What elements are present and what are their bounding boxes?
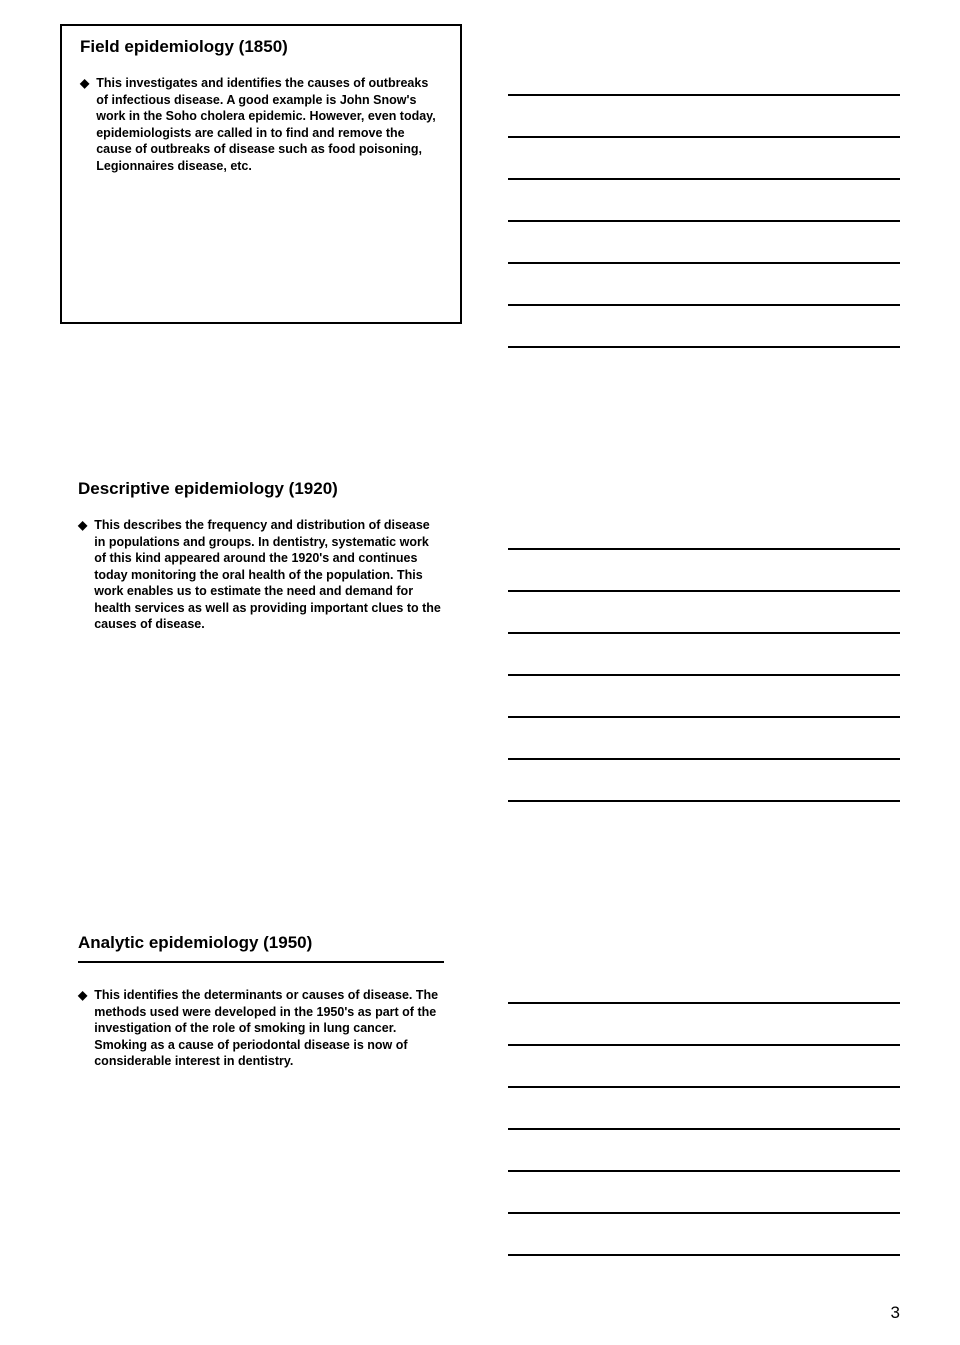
- slide-box: Descriptive epidemiology (1920) ◆ This d…: [60, 478, 462, 778]
- slide-title: Field epidemiology (1850): [80, 36, 442, 57]
- note-rule: [508, 1214, 900, 1256]
- notes-column: [508, 24, 900, 348]
- note-rule: [508, 962, 900, 1004]
- note-rule: [508, 264, 900, 306]
- note-rule: [508, 676, 900, 718]
- bullet-icon: ◆: [80, 76, 89, 92]
- note-rule: [508, 180, 900, 222]
- slide-body-text: This describes the frequency and distrib…: [94, 517, 444, 633]
- bullet-icon: ◆: [78, 988, 87, 1004]
- note-rule: [508, 550, 900, 592]
- note-rule: [508, 1046, 900, 1088]
- slide-body-text: This identifies the determinants or caus…: [94, 987, 444, 1070]
- note-rule: [508, 1004, 900, 1046]
- note-rule: [508, 1088, 900, 1130]
- notes-column: [508, 932, 900, 1256]
- slide-row: Analytic epidemiology (1950) ◆ This iden…: [60, 932, 900, 1256]
- slide-box: Field epidemiology (1850) ◆ This investi…: [60, 24, 462, 324]
- slide-box: Analytic epidemiology (1950) ◆ This iden…: [60, 932, 462, 1232]
- notes-column: [508, 478, 900, 802]
- note-rule: [508, 592, 900, 634]
- page-number: 3: [891, 1303, 900, 1323]
- slide-title: Analytic epidemiology (1950): [78, 932, 444, 963]
- note-rule: [508, 760, 900, 802]
- note-rule: [508, 138, 900, 180]
- slide-body: ◆ This identifies the determinants or ca…: [78, 987, 444, 1070]
- bullet-icon: ◆: [78, 518, 87, 534]
- slide-row: Field epidemiology (1850) ◆ This investi…: [60, 24, 900, 348]
- note-rule: [508, 634, 900, 676]
- slide-row: Descriptive epidemiology (1920) ◆ This d…: [60, 478, 900, 802]
- slide-body-text: This investigates and identifies the cau…: [96, 75, 442, 174]
- note-rule: [508, 1172, 900, 1214]
- note-rule: [508, 54, 900, 96]
- note-rule: [508, 718, 900, 760]
- slide-body: ◆ This describes the frequency and distr…: [78, 517, 444, 633]
- note-rule: [508, 508, 900, 550]
- note-rule: [508, 96, 900, 138]
- page-container: Field epidemiology (1850) ◆ This investi…: [0, 0, 960, 1345]
- note-rule: [508, 1130, 900, 1172]
- note-rule: [508, 222, 900, 264]
- note-rule: [508, 306, 900, 348]
- slide-body: ◆ This investigates and identifies the c…: [80, 75, 442, 174]
- slide-title: Descriptive epidemiology (1920): [78, 478, 444, 499]
